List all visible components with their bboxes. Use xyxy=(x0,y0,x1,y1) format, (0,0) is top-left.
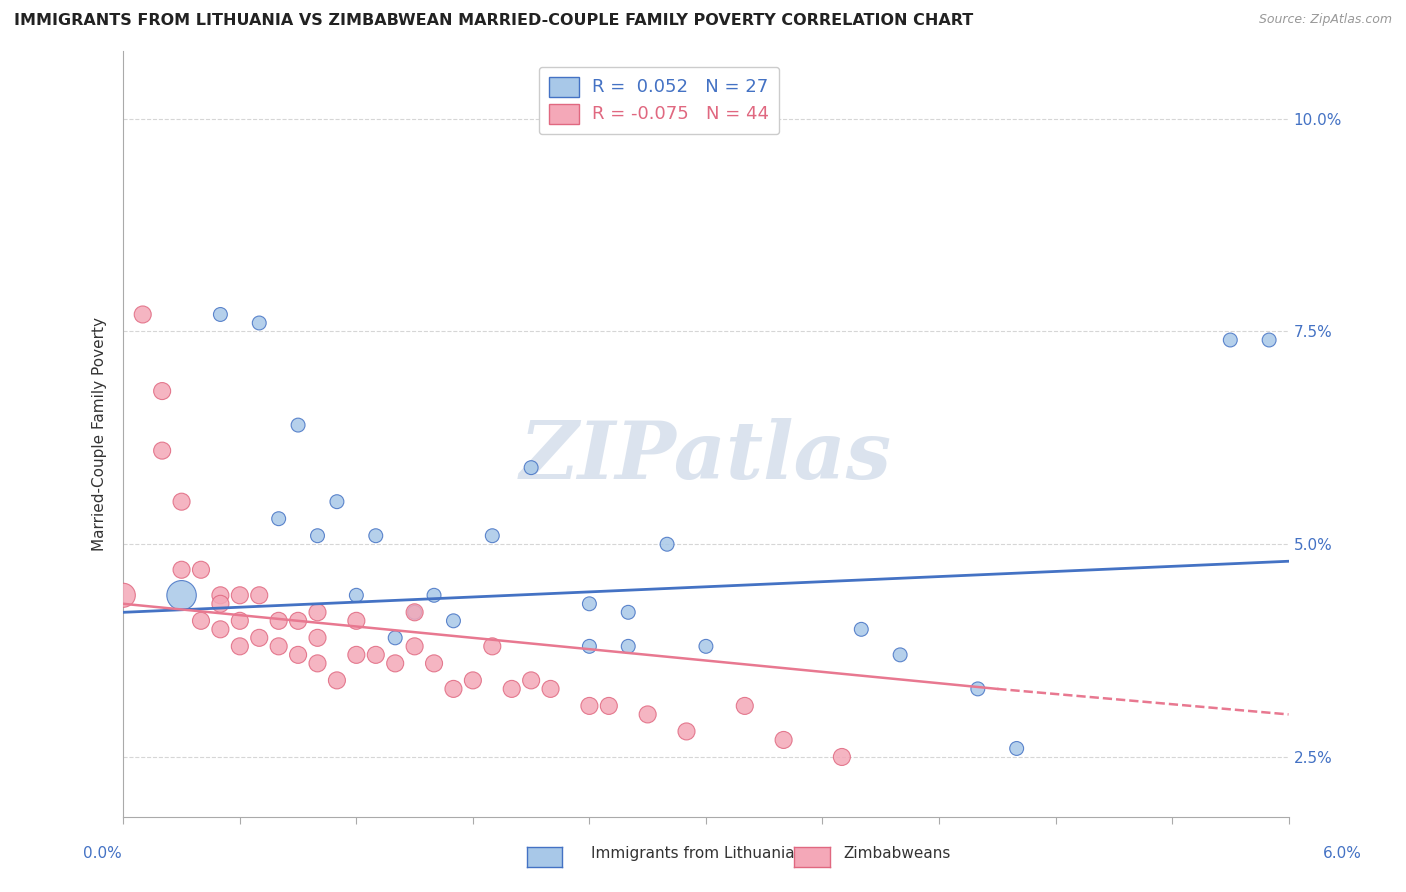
Point xyxy=(831,750,853,764)
Point xyxy=(461,673,484,688)
Point xyxy=(404,605,426,619)
Point xyxy=(617,640,640,654)
Point xyxy=(267,614,290,628)
Point xyxy=(307,605,329,619)
Point xyxy=(481,640,503,654)
Point xyxy=(326,673,349,688)
Point xyxy=(209,623,232,637)
Point xyxy=(889,648,911,662)
Point xyxy=(247,631,270,645)
Point xyxy=(1258,333,1281,347)
Point xyxy=(655,537,678,551)
Point xyxy=(520,460,543,475)
Legend: R =  0.052   N = 27, R = -0.075   N = 44: R = 0.052 N = 27, R = -0.075 N = 44 xyxy=(538,67,779,134)
Point xyxy=(326,494,349,508)
Point xyxy=(170,494,193,508)
Point xyxy=(247,588,270,602)
Text: IMMIGRANTS FROM LITHUANIA VS ZIMBABWEAN MARRIED-COUPLE FAMILY POVERTY CORRELATIO: IMMIGRANTS FROM LITHUANIA VS ZIMBABWEAN … xyxy=(14,13,973,29)
Point xyxy=(344,588,367,602)
Point xyxy=(675,724,697,739)
Point xyxy=(209,588,232,602)
Point xyxy=(481,529,503,543)
Point xyxy=(287,614,309,628)
Point xyxy=(404,640,426,654)
Point xyxy=(364,648,387,662)
Point xyxy=(344,648,367,662)
Point xyxy=(637,707,659,722)
Point xyxy=(598,698,620,713)
Y-axis label: Married-Couple Family Poverty: Married-Couple Family Poverty xyxy=(93,317,107,550)
Text: 6.0%: 6.0% xyxy=(1323,847,1362,861)
Point xyxy=(501,681,523,696)
Point xyxy=(734,698,756,713)
Text: Source: ZipAtlas.com: Source: ZipAtlas.com xyxy=(1258,13,1392,27)
Text: ZIPatlas: ZIPatlas xyxy=(520,417,891,495)
Point xyxy=(404,605,426,619)
Point xyxy=(772,733,794,747)
Point xyxy=(190,614,212,628)
Point xyxy=(578,597,600,611)
Point xyxy=(229,614,252,628)
Point xyxy=(540,681,562,696)
Point xyxy=(267,512,290,526)
Point xyxy=(287,648,309,662)
Point xyxy=(307,657,329,671)
Point xyxy=(170,588,193,602)
Point xyxy=(170,563,193,577)
Point xyxy=(229,588,252,602)
Point xyxy=(966,681,988,696)
Point xyxy=(443,614,465,628)
Point xyxy=(209,308,232,322)
Point xyxy=(267,640,290,654)
Point xyxy=(150,443,173,458)
Point xyxy=(364,529,387,543)
Point xyxy=(617,605,640,619)
Point xyxy=(287,418,309,433)
Point xyxy=(150,384,173,398)
Point xyxy=(307,631,329,645)
Point xyxy=(1005,741,1028,756)
Point xyxy=(344,614,367,628)
Point xyxy=(229,640,252,654)
Text: Zimbabweans: Zimbabweans xyxy=(844,847,950,861)
Point xyxy=(423,657,446,671)
Point xyxy=(307,529,329,543)
Point xyxy=(112,588,135,602)
Text: 0.0%: 0.0% xyxy=(83,847,122,861)
Point xyxy=(190,563,212,577)
Point xyxy=(384,631,406,645)
Point xyxy=(578,640,600,654)
Point xyxy=(851,623,873,637)
Point xyxy=(695,640,717,654)
Point xyxy=(423,588,446,602)
Point xyxy=(578,698,600,713)
Point xyxy=(520,673,543,688)
Point xyxy=(384,657,406,671)
Point xyxy=(443,681,465,696)
Point xyxy=(247,316,270,330)
Point xyxy=(1219,333,1241,347)
Text: Immigrants from Lithuania: Immigrants from Lithuania xyxy=(591,847,794,861)
Point xyxy=(209,597,232,611)
Point xyxy=(132,308,155,322)
